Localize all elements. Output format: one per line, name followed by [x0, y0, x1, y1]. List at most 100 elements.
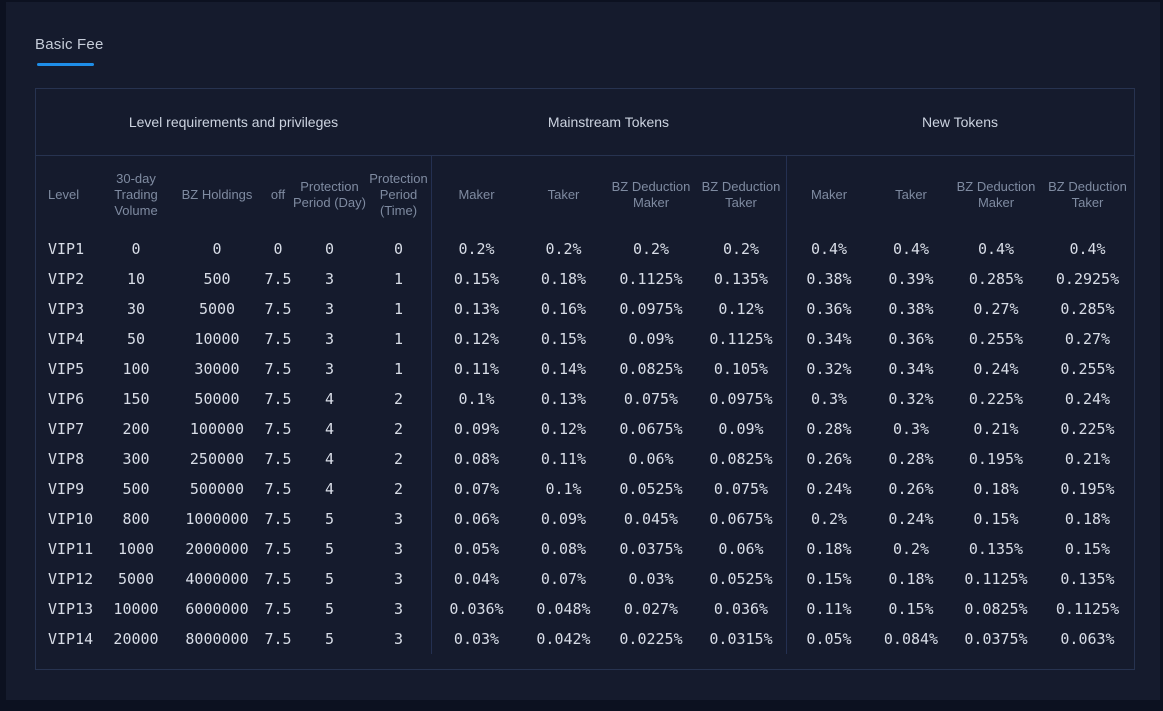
- fee-cell: 0.18%: [973, 480, 1019, 498]
- fee-cell: 5000: [117, 570, 155, 588]
- fee-cell: 3: [393, 540, 404, 558]
- level-cell: VIP9: [48, 480, 85, 498]
- level-cell: VIP2: [48, 270, 85, 288]
- fee-cell: 0.285%: [968, 270, 1024, 288]
- fee-cell: 0.2%: [786, 504, 871, 534]
- fee-cell: 7.5: [264, 630, 292, 648]
- fee-cell: 4: [324, 480, 335, 498]
- level-cell: VIP11: [48, 540, 94, 558]
- fee-cell: 0.06%: [628, 450, 674, 468]
- fee-cell: 0.075%: [713, 480, 769, 498]
- fee-cell: 0.255%: [968, 330, 1024, 348]
- fee-cell: 0.04%: [431, 564, 521, 594]
- fee-cell: 7.5: [264, 300, 292, 318]
- fee-cell: 0.27%: [1064, 330, 1111, 348]
- fee-cell: 0.13%: [431, 294, 521, 324]
- fee-cell: 0.15%: [431, 264, 521, 294]
- fee-cell: 0.225%: [1060, 420, 1115, 438]
- fee-cell: 8000000: [185, 630, 249, 648]
- fee-cell: 0.0375%: [964, 630, 1028, 648]
- column-header-bz-deduction-maker: BZ Deduction Maker: [956, 179, 1036, 210]
- fee-cell: 0.18%: [888, 570, 934, 588]
- level-cell: VIP3: [48, 300, 85, 318]
- fee-cell: 0.195%: [1060, 480, 1115, 498]
- level-cell: VIP4: [48, 330, 85, 348]
- fee-cell: 0.21%: [1064, 450, 1111, 468]
- fee-cell: 5: [324, 600, 335, 618]
- fee-cell: 0.135%: [713, 270, 769, 288]
- fee-cell: 0.11%: [540, 450, 587, 468]
- fee-cell: 7.5: [264, 570, 292, 588]
- fee-cell: 0.2%: [545, 240, 582, 258]
- fee-cell: 0.15%: [540, 330, 587, 348]
- fee-cell: 100: [122, 360, 150, 378]
- fee-cell: 0.2%: [632, 240, 670, 258]
- fee-cell: 0.07%: [431, 474, 521, 504]
- fee-cell: 0.1125%: [1055, 600, 1120, 618]
- fee-cell: 0.285%: [1060, 300, 1115, 318]
- fee-page: Basic Fee Level requirements and privile…: [6, 2, 1160, 700]
- level-cell: VIP8: [48, 450, 85, 468]
- fee-cell: 0.07%: [540, 570, 587, 588]
- fee-cell: 0.135%: [968, 540, 1024, 558]
- fee-cell: 0.2%: [431, 234, 521, 264]
- fee-cell: 0.0825%: [964, 600, 1028, 618]
- fee-cell: 0.18%: [540, 270, 587, 288]
- fee-cell: 0.36%: [888, 330, 934, 348]
- fee-cell: 0.18%: [1064, 510, 1111, 528]
- fee-cell: 0.05%: [431, 534, 521, 564]
- fee-cell: 2: [393, 480, 404, 498]
- fee-cell: 7.5: [264, 270, 292, 288]
- fee-cell: 0.255%: [1060, 360, 1115, 378]
- column-header-taker: Taker: [547, 187, 580, 202]
- column-header-taker: Taker: [895, 187, 927, 202]
- column-header-level: Level: [48, 187, 80, 202]
- fee-cell: 7.5: [264, 450, 292, 468]
- fee-cell: 0.1125%: [709, 330, 773, 348]
- fee-cell: 20000: [113, 630, 159, 648]
- fee-cell: 0.0525%: [619, 480, 683, 498]
- fee-cell: 50000: [194, 390, 240, 408]
- fee-cell: 0.12%: [431, 324, 521, 354]
- fee-cell: 0.09%: [628, 330, 674, 348]
- fee-cell: 0.05%: [786, 624, 871, 654]
- fee-cell: 0.24%: [786, 474, 871, 504]
- fee-cell: 0.26%: [786, 444, 871, 474]
- fee-cell: 0.12%: [540, 420, 587, 438]
- fee-cell: 1: [393, 360, 404, 378]
- column-header-bz-holdings: BZ Holdings: [181, 187, 253, 202]
- fee-cell: 0.16%: [540, 300, 587, 318]
- fee-cell: 0.03%: [628, 570, 674, 588]
- fee-cell: 0.3%: [892, 420, 930, 438]
- fee-cell: 0: [131, 240, 141, 258]
- fee-cell: 0.3%: [786, 384, 871, 414]
- fee-cell: 7.5: [264, 480, 292, 498]
- fee-cell: 30000: [194, 360, 240, 378]
- fee-cell: 0.2%: [722, 240, 760, 258]
- fee-cell: 0.09%: [540, 510, 587, 528]
- fee-cell: 500000: [189, 480, 245, 498]
- fee-cell: 100000: [189, 420, 245, 438]
- fee-cell: 0.11%: [431, 354, 521, 384]
- fee-cell: 4: [324, 450, 335, 468]
- column-header-bz-deduction-taker: BZ Deduction Taker: [701, 179, 781, 210]
- column-header-bz-deduction-taker: BZ Deduction Taker: [1048, 179, 1127, 210]
- fee-cell: 0.26%: [888, 480, 934, 498]
- fee-cell: 0.0825%: [619, 360, 683, 378]
- fee-cell: 4000000: [185, 570, 249, 588]
- fee-cell: 0.0225%: [619, 630, 683, 648]
- fee-cell: 3: [324, 300, 335, 318]
- fee-cell: 0.06%: [718, 540, 764, 558]
- column-header-protection-period-day: Protection Period (Day): [293, 179, 366, 210]
- fee-cell: 0.042%: [536, 630, 591, 648]
- fee-cell: 0.063%: [1060, 630, 1115, 648]
- fee-cell: 0.4%: [977, 240, 1015, 258]
- fee-cell: 0.38%: [786, 264, 871, 294]
- fee-cell: 0: [273, 240, 283, 258]
- tab-basic-fee[interactable]: Basic Fee: [35, 36, 104, 66]
- fee-cell: 5000: [198, 300, 236, 318]
- fee-cell: 0.0825%: [709, 450, 773, 468]
- fee-cell: 7.5: [264, 330, 292, 348]
- level-cell: VIP7: [48, 420, 85, 438]
- fee-cell: 0.09%: [718, 420, 764, 438]
